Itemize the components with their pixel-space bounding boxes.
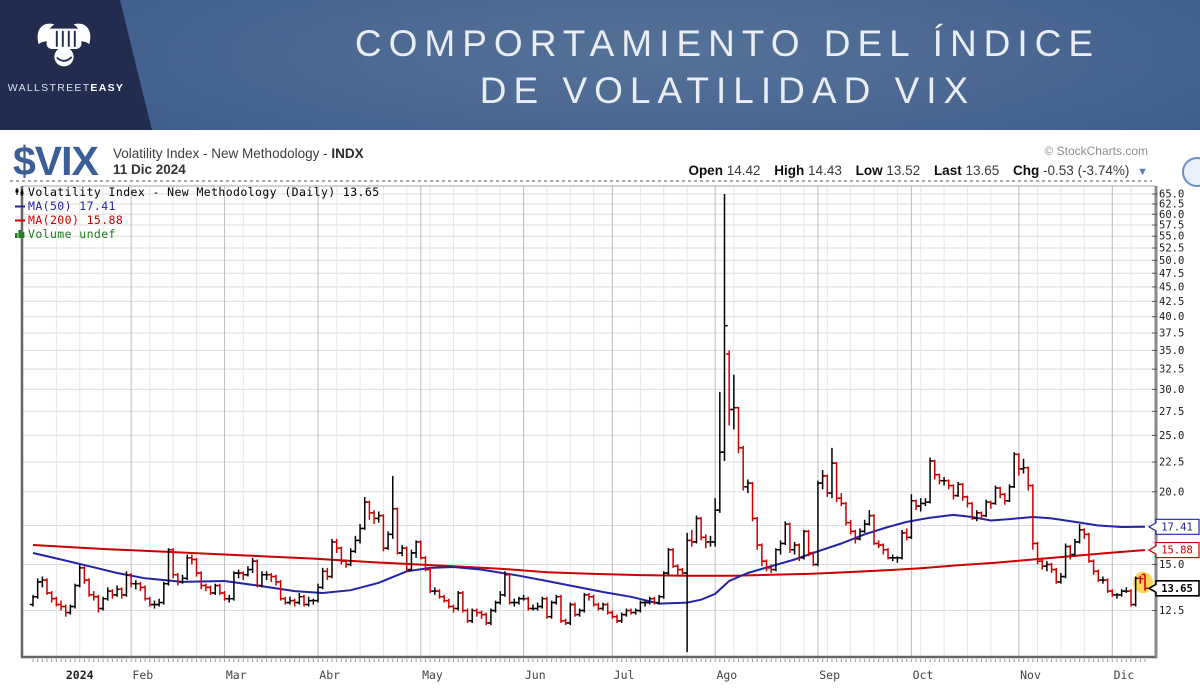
chart-legend: Volatility Index - New Methodology (Dail…	[15, 185, 380, 241]
svg-text:Sep: Sep	[819, 668, 840, 682]
svg-text:55.0: 55.0	[1159, 231, 1184, 243]
svg-text:65.0: 65.0	[1159, 189, 1184, 201]
banner: COMPORTAMIENTO DEL ÍNDICE DE VOLATILIDAD…	[0, 0, 1200, 130]
svg-text:2024: 2024	[66, 668, 94, 682]
banner-title-line1: COMPORTAMIENTO DEL ÍNDICE	[354, 23, 1101, 64]
svg-text:25.0: 25.0	[1159, 430, 1184, 442]
svg-text:45.0: 45.0	[1159, 281, 1184, 293]
svg-text:27.5: 27.5	[1159, 406, 1184, 418]
exchange-label: INDX	[331, 146, 364, 161]
svg-text:Mar: Mar	[226, 668, 247, 682]
chg-label: Chg	[1013, 163, 1040, 178]
legend-item-2: MA(200) 15.88	[28, 213, 123, 227]
chart-date: 11 Dic 2024	[113, 162, 186, 177]
svg-text:42.5: 42.5	[1159, 296, 1184, 308]
symbol-label: $VIX	[13, 138, 99, 184]
low-value: 13.52	[886, 163, 921, 178]
svg-text:40.0: 40.0	[1159, 311, 1184, 323]
svg-text:May: May	[422, 668, 443, 682]
last-label: Last	[933, 163, 962, 178]
legend-item-0: Volatility Index - New Methodology (Dail…	[28, 185, 380, 199]
svg-text:Dic: Dic	[1114, 668, 1135, 682]
day-ticks	[32, 659, 1146, 662]
svg-text:57.5: 57.5	[1159, 220, 1184, 232]
svg-text:Nov: Nov	[1020, 668, 1041, 682]
ma200-line	[32, 544, 1146, 577]
svg-text:17.41: 17.41	[1161, 521, 1193, 533]
open-label: Open	[688, 163, 723, 178]
svg-text:15.0: 15.0	[1159, 559, 1184, 571]
symbol-description: Volatility Index - New Methodology - IND…	[113, 146, 364, 161]
y-axis-labels: 65.062.560.057.555.052.550.047.545.0 42.5…	[1152, 189, 1184, 617]
banner-title-line2: DE VOLATILIDAD VIX	[479, 70, 976, 111]
svg-text:35.0: 35.0	[1159, 345, 1184, 357]
banner-title: COMPORTAMIENTO DEL ÍNDICE DE VOLATILIDAD…	[255, 20, 1200, 114]
legend-item-3: Volume undef	[28, 227, 116, 241]
svg-text:32.5: 32.5	[1159, 364, 1184, 376]
svg-text:50.0: 50.0	[1159, 255, 1184, 267]
svg-text:47.5: 47.5	[1159, 268, 1184, 280]
help-circle-icon[interactable]	[1182, 157, 1200, 187]
svg-text:30.0: 30.0	[1159, 384, 1184, 396]
x-axis-labels: 2024 Feb Mar Abr May Jun Jul Ago Sep Oct Nov Dic	[66, 668, 1134, 682]
svg-text:20.0: 20.0	[1159, 486, 1184, 498]
last-value: 13.65	[965, 163, 1000, 178]
svg-text:Abr: Abr	[319, 668, 340, 682]
svg-text:Jun: Jun	[525, 668, 546, 682]
ohlc-bars	[29, 194, 1149, 653]
svg-text:37.5: 37.5	[1159, 327, 1184, 339]
svg-text:Feb: Feb	[132, 668, 153, 682]
svg-text:22.5: 22.5	[1159, 457, 1184, 469]
x-gridlines	[55, 186, 1132, 657]
low-label: Low	[855, 163, 883, 178]
logo-panel: WALLSTREETEASY	[0, 0, 152, 130]
brand-wordmark: WALLSTREETEASY	[2, 82, 130, 94]
quote-row: Open 14.42 High 14.43 Low 13.52 Last 13.…	[688, 163, 1148, 178]
copyright-text: © StockCharts.com	[1044, 144, 1148, 158]
svg-text:Ago: Ago	[716, 668, 737, 682]
y-gridlines	[23, 193, 1155, 612]
high-label: High	[774, 163, 805, 178]
high-value: 14.43	[808, 163, 842, 178]
price-chart: 65.062.560.057.555.052.550.047.545.0 42.5…	[10, 180, 1200, 682]
svg-text:Jul: Jul	[614, 668, 635, 682]
svg-text:12.5: 12.5	[1159, 605, 1184, 617]
chevron-down-icon[interactable]: ▼	[1137, 166, 1148, 178]
plot-border	[10, 180, 1158, 659]
svg-text:62.5: 62.5	[1159, 198, 1184, 210]
svg-text:60.0: 60.0	[1159, 209, 1184, 221]
chg-value: -0.53 (-3.74%)	[1043, 163, 1130, 178]
legend-item-1: MA(50) 17.41	[28, 199, 116, 213]
bull-logo-icon	[37, 23, 91, 67]
svg-text:Oct: Oct	[913, 668, 934, 682]
svg-text:52.5: 52.5	[1159, 242, 1184, 254]
brand-bold: EASY	[90, 82, 125, 94]
price-labels: 17.41 15.88 13.65	[1147, 518, 1200, 597]
svg-text:13.65: 13.65	[1161, 583, 1193, 595]
open-value: 14.42	[726, 163, 761, 178]
ma50-line	[32, 513, 1146, 605]
brand-regular: WALLSTREET	[7, 82, 91, 94]
svg-text:15.88: 15.88	[1161, 545, 1193, 557]
